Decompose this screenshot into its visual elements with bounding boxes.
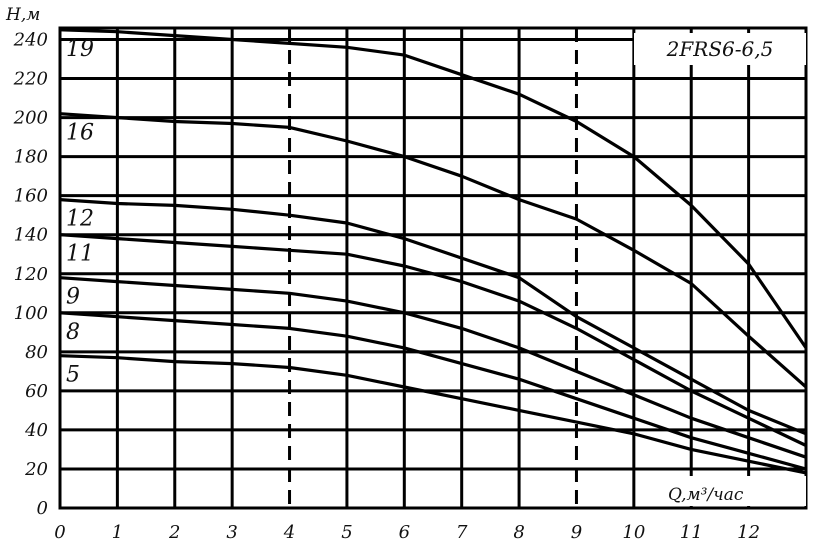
y-tick-label: 40: [24, 420, 48, 441]
title-box: 2FRS6-6,5: [634, 33, 806, 65]
x-tick-label: 7: [456, 522, 468, 543]
curves: [59, 28, 808, 475]
y-tick-label: 220: [13, 69, 48, 90]
curve-label-11: 11: [66, 242, 94, 267]
curve-19: [59, 28, 808, 349]
plot-frame: [58, 26, 808, 510]
y-axis-label: H,м: [5, 5, 40, 25]
y-tick-label: 100: [14, 303, 48, 324]
curve-label-12: 12: [66, 207, 94, 232]
x-tick-label: 12: [737, 522, 760, 543]
x-tick-label: 5: [341, 522, 352, 543]
chart-title: 2FRS6-6,5: [666, 37, 774, 61]
curve-11: [59, 233, 807, 447]
curve-8: [59, 311, 807, 471]
grid: [58, 26, 808, 510]
x-tick-label: 4: [283, 522, 295, 543]
y-tick-label: 60: [25, 381, 48, 402]
x-axis-label: Q,м³/час: [668, 485, 744, 505]
y-tick-label: 20: [24, 459, 48, 480]
curve-label-16: 16: [66, 121, 94, 146]
curve-label-9: 9: [66, 285, 80, 310]
x-tick-label: 0: [54, 522, 65, 543]
curve-label-8: 8: [66, 320, 80, 345]
y-tick-label: 180: [14, 147, 48, 168]
curve-16: [59, 112, 808, 389]
x-tick-label: 11: [680, 522, 703, 543]
y-tick-label: 200: [13, 108, 48, 129]
x-tick-label: 8: [513, 522, 524, 543]
y-tick-label: 120: [14, 264, 48, 285]
y-tick-label: 140: [14, 225, 48, 246]
labels: 0 1 2 3 4 5 6 7 8 9 10 11 12020406080100120140160180…: [13, 30, 760, 543]
curve-5: [59, 354, 807, 475]
x-tick-label: 6: [399, 522, 410, 543]
y-tick-label: 160: [14, 186, 48, 207]
curve-9: [59, 276, 807, 459]
x-tick-label: 3: [226, 522, 237, 543]
y-tick-label: 80: [25, 342, 48, 363]
x-tick-label: 10: [622, 522, 645, 543]
y-tick-label: 0: [37, 498, 48, 519]
curve-label-19: 19: [66, 37, 94, 62]
x-tick-label: 9: [571, 522, 582, 543]
y-tick-label: 240: [13, 30, 48, 51]
curve-12: [59, 198, 807, 436]
x-axis-label-box: Q,м³/час: [664, 476, 806, 506]
x-tick-label: 2: [168, 522, 180, 543]
x-tick-label: 1: [112, 522, 123, 543]
curve-label-5: 5: [66, 363, 80, 388]
